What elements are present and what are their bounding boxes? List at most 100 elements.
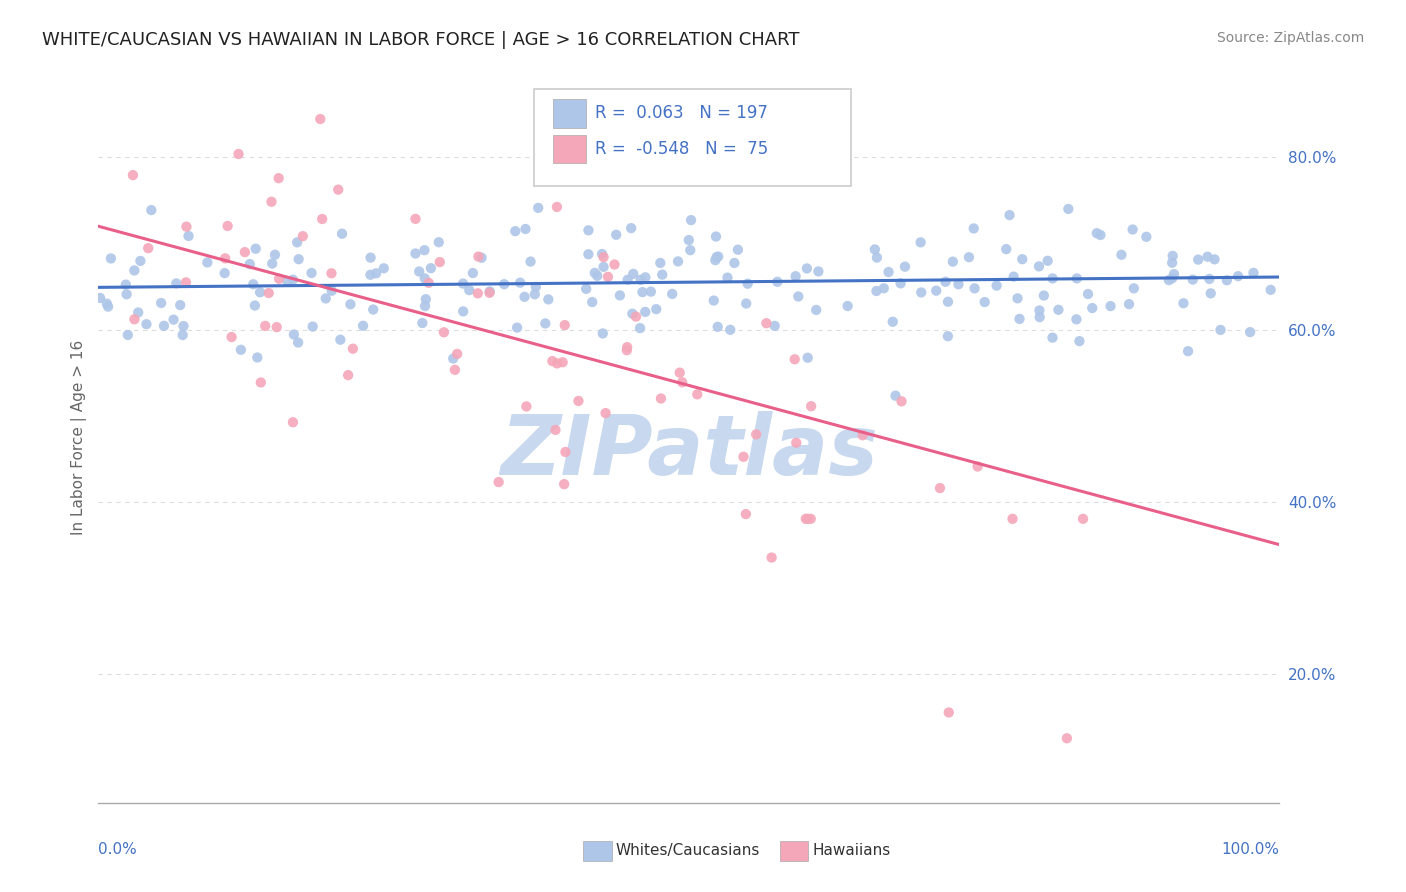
- Point: [592, 260, 614, 274]
- Point: [277, 275, 299, 289]
- Point: [884, 389, 907, 403]
- Point: [534, 317, 557, 331]
- Point: [837, 299, 859, 313]
- Point: [936, 294, 959, 309]
- Point: [174, 276, 197, 290]
- Point: [214, 252, 236, 266]
- Point: [478, 285, 501, 300]
- Point: [1028, 260, 1050, 274]
- Point: [671, 376, 693, 390]
- Text: R =  -0.548   N =  75: R = -0.548 N = 75: [595, 140, 768, 158]
- Point: [1028, 303, 1050, 318]
- Point: [551, 355, 574, 369]
- Point: [785, 435, 807, 450]
- Point: [877, 265, 900, 279]
- Point: [1077, 287, 1099, 301]
- Point: [1243, 266, 1265, 280]
- Point: [136, 241, 159, 255]
- Point: [329, 333, 352, 347]
- Point: [478, 285, 501, 299]
- Point: [451, 304, 474, 318]
- Point: [494, 277, 516, 292]
- Point: [800, 512, 823, 526]
- Point: [796, 351, 818, 365]
- Point: [616, 343, 638, 358]
- Point: [794, 512, 817, 526]
- Point: [1069, 334, 1091, 348]
- Point: [1216, 273, 1239, 287]
- Point: [586, 268, 609, 283]
- Point: [634, 305, 657, 319]
- Text: WHITE/CAUCASIAN VS HAWAIIAN IN LABOR FORCE | AGE > 16 CORRELATION CHART: WHITE/CAUCASIAN VS HAWAIIAN IN LABOR FOR…: [42, 31, 800, 49]
- Point: [337, 368, 360, 383]
- Point: [117, 327, 139, 342]
- Point: [1099, 299, 1122, 313]
- Point: [546, 356, 568, 370]
- Point: [938, 706, 960, 720]
- Point: [957, 250, 980, 264]
- Point: [373, 261, 395, 276]
- Point: [910, 285, 932, 300]
- Point: [172, 328, 194, 343]
- Point: [467, 250, 489, 264]
- Point: [315, 292, 337, 306]
- Point: [301, 266, 323, 280]
- Point: [342, 342, 364, 356]
- Point: [1007, 291, 1029, 305]
- Point: [787, 289, 810, 303]
- Point: [242, 277, 264, 292]
- Point: [733, 450, 755, 464]
- Point: [554, 445, 576, 459]
- Point: [650, 392, 672, 406]
- Point: [1066, 271, 1088, 285]
- Point: [243, 299, 266, 313]
- Point: [966, 459, 988, 474]
- Point: [330, 227, 353, 241]
- Point: [581, 295, 603, 310]
- Point: [427, 235, 450, 250]
- Point: [546, 200, 568, 214]
- Point: [281, 273, 304, 287]
- Point: [1090, 227, 1112, 242]
- Point: [866, 251, 889, 265]
- Point: [575, 282, 598, 296]
- Point: [311, 212, 333, 227]
- Point: [122, 168, 145, 182]
- Point: [321, 266, 343, 280]
- Point: [995, 242, 1018, 256]
- Point: [1066, 312, 1088, 326]
- Point: [678, 233, 700, 247]
- Point: [197, 255, 219, 269]
- Point: [679, 243, 702, 257]
- Point: [165, 277, 187, 291]
- Point: [686, 387, 709, 401]
- Point: [645, 302, 668, 317]
- Point: [405, 211, 427, 226]
- Point: [578, 247, 600, 261]
- Point: [418, 276, 440, 290]
- Point: [553, 477, 575, 491]
- Point: [264, 248, 287, 262]
- Point: [413, 244, 436, 258]
- Point: [716, 270, 738, 285]
- Point: [239, 257, 262, 271]
- Point: [707, 250, 730, 264]
- Point: [630, 273, 652, 287]
- Point: [942, 254, 965, 268]
- Point: [631, 285, 654, 299]
- Point: [127, 305, 149, 319]
- Point: [925, 284, 948, 298]
- Point: [249, 285, 271, 300]
- Point: [703, 293, 725, 308]
- Point: [488, 475, 510, 489]
- Point: [998, 208, 1021, 222]
- Point: [1057, 202, 1080, 216]
- Text: R =  0.063   N = 197: R = 0.063 N = 197: [595, 104, 768, 122]
- Point: [419, 261, 441, 276]
- Point: [267, 171, 290, 186]
- Point: [229, 343, 252, 357]
- Point: [583, 266, 606, 280]
- Point: [592, 250, 614, 264]
- Point: [89, 291, 111, 305]
- Point: [620, 221, 643, 235]
